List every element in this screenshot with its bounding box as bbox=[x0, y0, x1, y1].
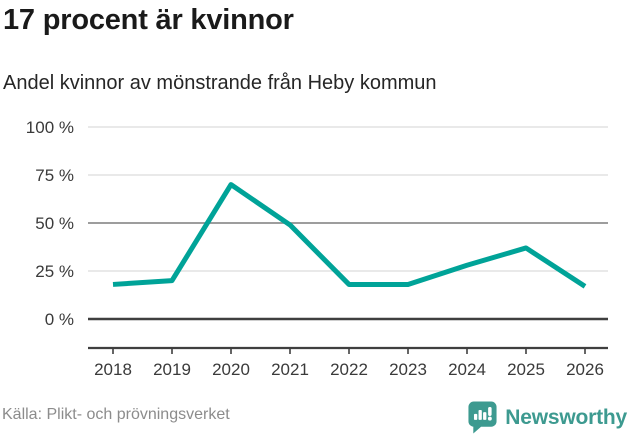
y-axis-tick-label: 50 % bbox=[35, 214, 74, 233]
data-series-line bbox=[112, 182, 587, 289]
chart-subtitle: Andel kvinnor av mönstrande från Heby ko… bbox=[3, 72, 437, 94]
x-axis-tick-label: 2024 bbox=[448, 360, 486, 379]
x-axis-tick-label: 2021 bbox=[271, 360, 309, 379]
x-axis-tick-label: 2022 bbox=[330, 360, 368, 379]
source-note: Källa: Plikt- och prövningsverket bbox=[2, 406, 230, 423]
brand-name: Newsworthy bbox=[505, 405, 627, 429]
chart-title: 17 procent är kvinnor bbox=[3, 4, 294, 36]
newsworthy-speech-bubble-bar-chart-icon bbox=[467, 400, 498, 435]
y-axis-tick-label: 0 % bbox=[45, 310, 74, 329]
y-axis-tick-label: 25 % bbox=[35, 262, 74, 281]
y-axis-tick-label: 75 % bbox=[35, 166, 74, 185]
x-axis-tick-label: 2020 bbox=[212, 360, 250, 379]
x-axis-tick-label: 2023 bbox=[389, 360, 427, 379]
y-axis-tick-label: 100 % bbox=[26, 118, 74, 137]
brand-logo: Newsworthy bbox=[467, 400, 627, 435]
line-chart: 0 % 25 % 50 % 75 % 100 % 2018 2019 2020 2021 2022… bbox=[26, 118, 608, 379]
x-axis-tick-label: 2026 bbox=[566, 360, 604, 379]
x-axis-tick-label: 2018 bbox=[94, 360, 132, 379]
x-axis-tick-label: 2019 bbox=[153, 360, 191, 379]
x-axis-tick-label: 2025 bbox=[507, 360, 545, 379]
